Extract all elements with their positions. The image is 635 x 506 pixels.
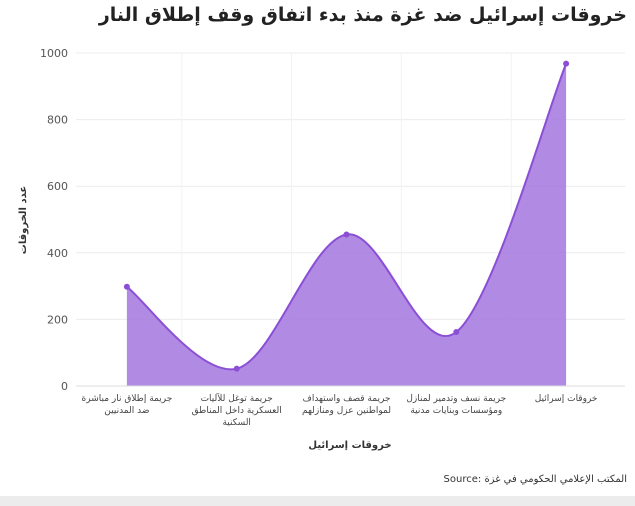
x-tick-label: جريمة قصف واستهداف <box>302 394 390 404</box>
y-axis-title: عدد الخروقات <box>18 186 29 254</box>
chart: 0 200 400 600 800 1000 جريمة إطلاق نار مباشرة ض… <box>18 47 625 451</box>
footer-bar <box>0 496 635 506</box>
y-tick-label: 600 <box>47 180 68 193</box>
y-tick-label: 400 <box>47 247 68 260</box>
x-tick-label: جريمة توغل للآليات <box>201 392 273 404</box>
y-tick-label: 0 <box>61 380 68 393</box>
x-tick-label: جريمة نسف وتدمير لمنازل <box>406 394 506 404</box>
x-tick-label: لمواطنين عزل ومنازلهم <box>302 406 391 416</box>
x-tick-label: ومؤسسات وبنايات مدنية <box>410 406 502 416</box>
data-point <box>233 365 240 372</box>
data-point <box>453 329 460 336</box>
area-fill <box>126 63 567 386</box>
y-tick-label: 1000 <box>40 47 68 60</box>
x-tick-label: العسكرية داخل المناطق <box>192 406 282 416</box>
data-point <box>123 283 130 290</box>
chart-title: خروقات إسرائيل ضد غزة منذ بدء اتفاق وقف … <box>98 4 627 26</box>
source-note: Source: المكتب الإعلامي الحكومي في غزة <box>443 474 627 485</box>
y-tick-label: 800 <box>47 114 68 127</box>
x-tick-label: خروقات إسرائيل <box>535 394 598 404</box>
x-tick-label: ضد المدنيين <box>104 406 149 416</box>
data-point <box>563 60 570 67</box>
data-point <box>343 231 350 238</box>
y-tick-label: 200 <box>47 313 68 326</box>
x-tick-label: السكنية <box>222 418 251 428</box>
series-line <box>126 63 568 371</box>
x-tick-label: جريمة إطلاق نار مباشرة <box>82 394 173 404</box>
x-axis-title: خروقات إسرائيل <box>308 440 391 451</box>
